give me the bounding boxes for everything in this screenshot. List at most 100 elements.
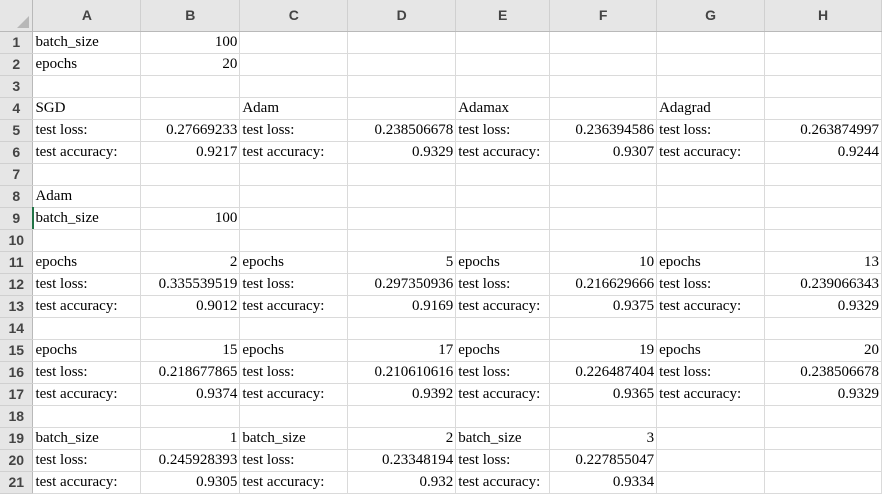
cell-d20[interactable]: 0.23348194	[347, 449, 457, 472]
cell-h8[interactable]	[764, 185, 882, 208]
cell-d2[interactable]	[347, 53, 457, 76]
column-header-d[interactable]: D	[347, 0, 457, 32]
cell-g5[interactable]: test loss:	[656, 119, 766, 142]
cell-g10[interactable]	[656, 229, 766, 252]
cell-h9[interactable]	[764, 207, 882, 230]
cell-c15[interactable]: epochs	[239, 339, 349, 362]
cell-b20[interactable]: 0.245928393	[140, 449, 241, 472]
cell-a10[interactable]	[32, 229, 142, 252]
cell-c17[interactable]: test accuracy:	[239, 383, 349, 406]
cell-a8[interactable]: Adam	[32, 185, 142, 208]
cell-h15[interactable]: 20	[764, 339, 882, 362]
cell-a14[interactable]	[32, 317, 142, 340]
cell-d9[interactable]	[347, 207, 457, 230]
select-all-corner[interactable]	[0, 0, 34, 32]
cell-g7[interactable]	[656, 163, 766, 186]
cell-g14[interactable]	[656, 317, 766, 340]
cell-b3[interactable]	[140, 75, 241, 98]
cell-e13[interactable]: test accuracy:	[455, 295, 551, 318]
row-header[interactable]: 11	[0, 251, 34, 274]
column-header-g[interactable]: G	[656, 0, 766, 32]
cell-f5[interactable]: 0.236394586	[549, 119, 658, 142]
cell-b10[interactable]	[140, 229, 241, 252]
cell-e3[interactable]	[455, 75, 551, 98]
cell-e8[interactable]	[455, 185, 551, 208]
row-header[interactable]: 19	[0, 427, 34, 450]
cell-h14[interactable]	[764, 317, 882, 340]
cell-e16[interactable]: test loss:	[455, 361, 551, 384]
cell-a21[interactable]: test accuracy:	[32, 471, 142, 494]
cell-h2[interactable]	[764, 53, 882, 76]
row-header[interactable]: 17	[0, 383, 34, 406]
cell-g21[interactable]	[656, 471, 766, 494]
cell-b1[interactable]: 100	[140, 31, 241, 54]
cell-a17[interactable]: test accuracy:	[32, 383, 142, 406]
row-header[interactable]: 20	[0, 449, 34, 472]
cell-e6[interactable]: test accuracy:	[455, 141, 551, 164]
cell-h4[interactable]	[764, 97, 882, 120]
cell-c5[interactable]: test loss:	[239, 119, 349, 142]
cell-a20[interactable]: test loss:	[32, 449, 142, 472]
cell-b9[interactable]: 100	[140, 207, 241, 230]
cell-d12[interactable]: 0.297350936	[347, 273, 457, 296]
cell-e15[interactable]: epochs	[455, 339, 551, 362]
row-header[interactable]: 14	[0, 317, 34, 340]
cell-e9[interactable]	[455, 207, 551, 230]
cell-f20[interactable]: 0.227855047	[549, 449, 658, 472]
row-header[interactable]: 10	[0, 229, 34, 252]
cell-c20[interactable]: test loss:	[239, 449, 349, 472]
row-header[interactable]: 1	[0, 31, 34, 54]
cell-e12[interactable]: test loss:	[455, 273, 551, 296]
cell-d8[interactable]	[347, 185, 457, 208]
cell-d1[interactable]	[347, 31, 457, 54]
column-header-b[interactable]: B	[140, 0, 241, 32]
cell-a3[interactable]	[32, 75, 142, 98]
cell-f6[interactable]: 0.9307	[549, 141, 658, 164]
cell-c13[interactable]: test accuracy:	[239, 295, 349, 318]
cell-h21[interactable]	[764, 471, 882, 494]
cell-g6[interactable]: test accuracy:	[656, 141, 766, 164]
cell-e2[interactable]	[455, 53, 551, 76]
cell-c14[interactable]	[239, 317, 349, 340]
cell-a13[interactable]: test accuracy:	[32, 295, 142, 318]
cell-f2[interactable]	[549, 53, 658, 76]
cell-g4[interactable]: Adagrad	[656, 97, 766, 120]
cell-d15[interactable]: 17	[347, 339, 457, 362]
cell-h12[interactable]: 0.239066343	[764, 273, 882, 296]
cell-e20[interactable]: test loss:	[455, 449, 551, 472]
cell-a7[interactable]	[32, 163, 142, 186]
cell-d3[interactable]	[347, 75, 457, 98]
cell-f17[interactable]: 0.9365	[549, 383, 658, 406]
row-header[interactable]: 4	[0, 97, 34, 120]
cell-d14[interactable]	[347, 317, 457, 340]
cell-h3[interactable]	[764, 75, 882, 98]
cell-a9[interactable]: batch_size	[32, 207, 142, 230]
cell-f19[interactable]: 3	[549, 427, 658, 450]
cell-b21[interactable]: 0.9305	[140, 471, 241, 494]
cell-e5[interactable]: test loss:	[455, 119, 551, 142]
cell-c7[interactable]	[239, 163, 349, 186]
cell-f9[interactable]	[549, 207, 658, 230]
cell-e18[interactable]	[455, 405, 551, 428]
cell-h5[interactable]: 0.263874997	[764, 119, 882, 142]
cell-c21[interactable]: test accuracy:	[239, 471, 349, 494]
cell-h13[interactable]: 0.9329	[764, 295, 882, 318]
cell-g8[interactable]	[656, 185, 766, 208]
cell-d4[interactable]	[347, 97, 457, 120]
cell-f8[interactable]	[549, 185, 658, 208]
row-header[interactable]: 16	[0, 361, 34, 384]
cell-g15[interactable]: epochs	[656, 339, 766, 362]
row-header[interactable]: 8	[0, 185, 34, 208]
cell-c3[interactable]	[239, 75, 349, 98]
cell-h11[interactable]: 13	[764, 251, 882, 274]
cell-b11[interactable]: 2	[140, 251, 241, 274]
cell-f12[interactable]: 0.216629666	[549, 273, 658, 296]
cell-b17[interactable]: 0.9374	[140, 383, 241, 406]
cell-c10[interactable]	[239, 229, 349, 252]
row-header[interactable]: 5	[0, 119, 34, 142]
cell-d19[interactable]: 2	[347, 427, 457, 450]
cell-b12[interactable]: 0.335539519	[140, 273, 241, 296]
cell-c4[interactable]: Adam	[239, 97, 349, 120]
cell-d13[interactable]: 0.9169	[347, 295, 457, 318]
cell-h7[interactable]	[764, 163, 882, 186]
